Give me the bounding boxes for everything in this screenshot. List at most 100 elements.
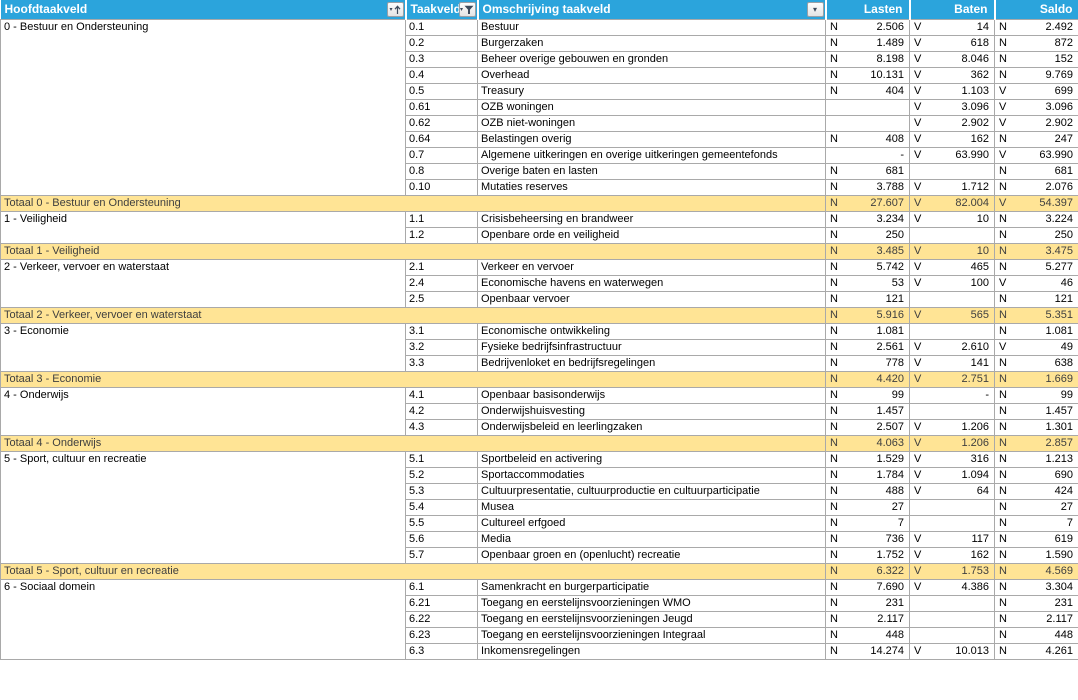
total-saldo-cell[interactable]: N 3.475	[994, 242, 1078, 260]
lasten-cell[interactable]: N 2.561	[825, 338, 910, 356]
taakveld-code-cell[interactable]: 0.2	[405, 34, 478, 52]
omschrijving-cell[interactable]: Inkomensregelingen	[477, 642, 826, 660]
baten-cell[interactable]: V 117	[909, 530, 995, 548]
omschrijving-cell[interactable]: Samenkracht en burgerparticipatie	[477, 578, 826, 596]
total-lasten-cell[interactable]: N 4.063	[825, 434, 910, 452]
omschrijving-cell[interactable]: Openbare orde en veiligheid	[477, 226, 826, 244]
total-baten-cell[interactable]: V 2.751	[909, 370, 995, 388]
lasten-cell[interactable]: N 1.784	[825, 466, 910, 484]
saldo-cell[interactable]: N 250	[994, 226, 1078, 244]
omschrijving-cell[interactable]: Onderwijshuisvesting	[477, 402, 826, 420]
taakveld-code-cell[interactable]: 0.62	[405, 114, 478, 132]
saldo-cell[interactable]: N 9.769	[994, 66, 1078, 84]
saldo-cell[interactable]: N 1.081	[994, 322, 1078, 340]
baten-cell[interactable]: V 162	[909, 130, 995, 148]
saldo-cell[interactable]: N 152	[994, 50, 1078, 68]
omschrijving-cell[interactable]: Beheer overige gebouwen en gronden	[477, 50, 826, 68]
hoofdtaakveld-section-cell[interactable]: 4 - Onderwijs	[0, 386, 406, 436]
baten-cell[interactable]: V 10.013	[909, 642, 995, 660]
lasten-cell[interactable]	[825, 98, 910, 116]
baten-cell[interactable]	[909, 226, 995, 244]
hoofdtaakveld-section-cell[interactable]: 5 - Sport, cultuur en recreatie	[0, 450, 406, 564]
saldo-cell[interactable]: N 3.224	[994, 210, 1078, 228]
baten-cell[interactable]	[909, 322, 995, 340]
hoofdtaakveld-section-cell[interactable]: 6 - Sociaal domein	[0, 578, 406, 660]
total-saldo-cell[interactable]: N 4.569	[994, 562, 1078, 580]
saldo-cell[interactable]: N 2.076	[994, 178, 1078, 196]
column-header-lasten[interactable]: Lasten	[824, 0, 910, 20]
lasten-cell[interactable]: N 2.117	[825, 610, 910, 628]
taakveld-code-cell[interactable]: 1.1	[405, 210, 478, 228]
taakveld-code-cell[interactable]: 4.1	[405, 386, 478, 404]
lasten-cell[interactable]: N 1.489	[825, 34, 910, 52]
hoofdtaakveld-section-cell[interactable]: 2 - Verkeer, vervoer en waterstaat	[0, 258, 406, 308]
lasten-cell[interactable]: N 2.507	[825, 418, 910, 436]
saldo-cell[interactable]: V 3.096	[994, 98, 1078, 116]
baten-cell[interactable]: V 162	[909, 546, 995, 564]
saldo-cell[interactable]: N 619	[994, 530, 1078, 548]
omschrijving-cell[interactable]: Mutaties reserves	[477, 178, 826, 196]
omschrijving-cell[interactable]: Overhead	[477, 66, 826, 84]
saldo-cell[interactable]: N 690	[994, 466, 1078, 484]
total-saldo-cell[interactable]: V 54.397	[994, 194, 1078, 212]
lasten-cell[interactable]: N 8.198	[825, 50, 910, 68]
baten-cell[interactable]	[909, 594, 995, 612]
hoofdtaakveld-section-cell[interactable]: 0 - Bestuur en Ondersteuning	[0, 18, 406, 196]
saldo-cell[interactable]: N 2.117	[994, 610, 1078, 628]
taakveld-code-cell[interactable]: 2.4	[405, 274, 478, 292]
lasten-cell[interactable]: N 5.742	[825, 258, 910, 276]
omschrijving-cell[interactable]: Openbaar basisonderwijs	[477, 386, 826, 404]
total-baten-cell[interactable]: V 10	[909, 242, 995, 260]
taakveld-code-cell[interactable]: 5.2	[405, 466, 478, 484]
saldo-cell[interactable]: V 46	[994, 274, 1078, 292]
lasten-cell[interactable]: N 7.690	[825, 578, 910, 596]
taakveld-code-cell[interactable]: 5.3	[405, 482, 478, 500]
baten-cell[interactable]: V 1.712	[909, 178, 995, 196]
total-label-cell[interactable]: Totaal 4 - Onderwijs	[0, 434, 826, 452]
lasten-cell[interactable]: N 121	[825, 290, 910, 308]
baten-cell[interactable]	[909, 402, 995, 420]
omschrijving-cell[interactable]: Bestuur	[477, 18, 826, 36]
total-saldo-cell[interactable]: N 1.669	[994, 370, 1078, 388]
total-baten-cell[interactable]: V 1.206	[909, 434, 995, 452]
omschrijving-cell[interactable]: Algemene uitkeringen en overige uitkerin…	[477, 146, 826, 164]
omschrijving-cell[interactable]: OZB woningen	[477, 98, 826, 116]
saldo-cell[interactable]: N 2.492	[994, 18, 1078, 36]
total-label-cell[interactable]: Totaal 5 - Sport, cultuur en recreatie	[0, 562, 826, 580]
total-lasten-cell[interactable]: N 5.916	[825, 306, 910, 324]
saldo-cell[interactable]: N 638	[994, 354, 1078, 372]
lasten-cell[interactable]: N 488	[825, 482, 910, 500]
taakveld-code-cell[interactable]: 5.5	[405, 514, 478, 532]
baten-cell[interactable]: V 141	[909, 354, 995, 372]
taakveld-code-cell[interactable]: 0.5	[405, 82, 478, 100]
lasten-cell[interactable]: N 99	[825, 386, 910, 404]
column-header-omschrijving[interactable]: Omschrijving taakveld ▾	[476, 0, 826, 20]
saldo-cell[interactable]: N 247	[994, 130, 1078, 148]
omschrijving-cell[interactable]: Cultuurpresentatie, cultuurproductie en …	[477, 482, 826, 500]
taakveld-code-cell[interactable]: 0.64	[405, 130, 478, 148]
saldo-cell[interactable]: N 231	[994, 594, 1078, 612]
hoofdtaakveld-section-cell[interactable]: 3 - Economie	[0, 322, 406, 372]
total-label-cell[interactable]: Totaal 3 - Economie	[0, 370, 826, 388]
taakveld-code-cell[interactable]: 5.7	[405, 546, 478, 564]
taakveld-filter-button[interactable]: ▾	[458, 2, 476, 17]
saldo-cell[interactable]: N 1.213	[994, 450, 1078, 468]
saldo-cell[interactable]: N 424	[994, 482, 1078, 500]
saldo-cell[interactable]: V 63.990	[994, 146, 1078, 164]
baten-cell[interactable]	[909, 610, 995, 628]
omschrijving-cell[interactable]: Openbaar groen en (openlucht) recreatie	[477, 546, 826, 564]
baten-cell[interactable]: V 8.046	[909, 50, 995, 68]
baten-cell[interactable]: V 63.990	[909, 146, 995, 164]
column-header-saldo[interactable]: Saldo	[993, 0, 1078, 20]
baten-cell[interactable]: V 10	[909, 210, 995, 228]
saldo-cell[interactable]: V 49	[994, 338, 1078, 356]
omschrijving-cell[interactable]: Economische havens en waterwegen	[477, 274, 826, 292]
total-saldo-cell[interactable]: N 5.351	[994, 306, 1078, 324]
baten-cell[interactable]: V 618	[909, 34, 995, 52]
lasten-cell[interactable]: N 736	[825, 530, 910, 548]
saldo-cell[interactable]: V 699	[994, 82, 1078, 100]
omschrijving-cell[interactable]: Toegang en eerstelijnsvoorzieningen Jeug…	[477, 610, 826, 628]
lasten-cell[interactable]: N 27	[825, 498, 910, 516]
lasten-cell[interactable]: N 250	[825, 226, 910, 244]
